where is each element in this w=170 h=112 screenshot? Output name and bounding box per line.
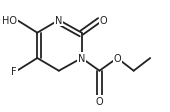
Text: O: O (113, 54, 121, 64)
Text: N: N (78, 54, 85, 64)
Text: HO: HO (2, 16, 17, 26)
Text: O: O (96, 96, 103, 106)
Text: N: N (55, 16, 63, 26)
Text: F: F (11, 66, 17, 76)
Text: O: O (99, 16, 107, 26)
